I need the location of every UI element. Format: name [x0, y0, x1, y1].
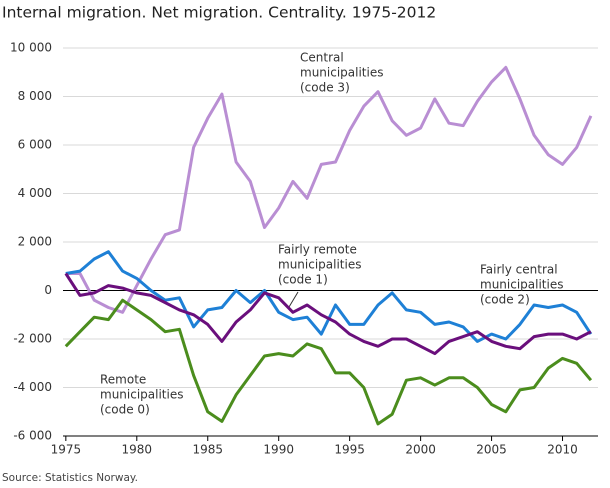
x-tick-label: 1980: [122, 443, 153, 457]
series-label: municipalities: [300, 66, 383, 80]
y-tick-label: 0: [44, 283, 52, 297]
x-tick-label: 2005: [476, 443, 507, 457]
series-label: (code 0): [100, 403, 150, 417]
series-line: [64, 298, 593, 426]
series-label: Central: [300, 51, 344, 65]
series-label: Fairly central: [480, 263, 558, 277]
x-tick-label: 1995: [334, 443, 365, 457]
series-line: [64, 272, 592, 356]
series-label: municipalities: [100, 388, 183, 402]
y-tick-label: -6 000: [13, 429, 52, 443]
y-tick-label: 8 000: [18, 89, 52, 103]
series-label: municipalities: [278, 258, 361, 272]
series-label: Remote: [100, 373, 146, 387]
series-label: Fairly remote: [278, 243, 357, 257]
series-label: (code 3): [300, 81, 350, 95]
chart-title: Internal migration. Net migration. Centr…: [2, 4, 436, 22]
y-tick-label: -2 000: [13, 332, 52, 346]
x-tick-label: 1975: [51, 443, 82, 457]
y-tick-label: 2 000: [18, 235, 52, 249]
series-label: municipalities: [480, 278, 563, 292]
x-tick-label: 1990: [263, 443, 294, 457]
y-tick-label: 6 000: [18, 138, 52, 152]
y-tick-label: -4 000: [13, 380, 52, 394]
leader-line: [288, 291, 299, 308]
x-tick-label: 2010: [547, 443, 578, 457]
series-line: [65, 65, 593, 314]
series-label: (code 1): [278, 273, 328, 287]
x-tick-label: 2000: [405, 443, 436, 457]
source: Source: Statistics Norway.: [2, 472, 138, 484]
x-tick-label: 1985: [192, 443, 223, 457]
y-tick-label: 10 000: [10, 41, 52, 55]
series-label: (code 2): [480, 293, 530, 307]
y-tick-label: 4 000: [18, 186, 52, 200]
